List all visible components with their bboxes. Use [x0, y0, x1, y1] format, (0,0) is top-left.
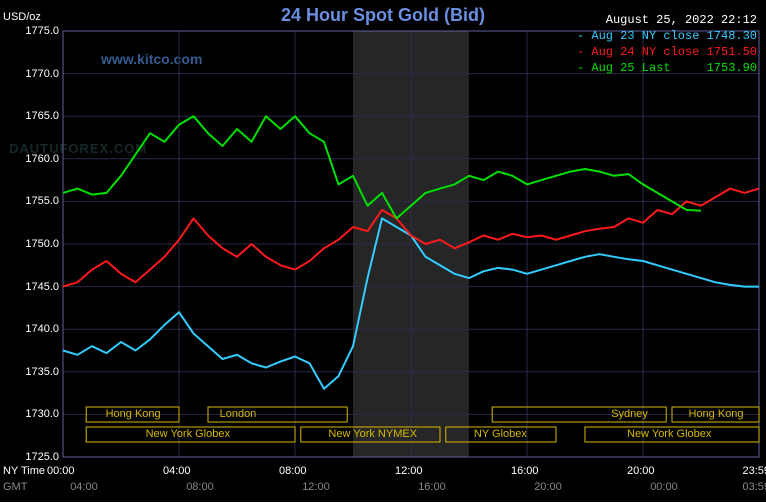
x-tick-ny: 16:00	[511, 465, 539, 477]
x-axis-gmt-label: GMT	[3, 481, 27, 493]
x-tick-gmt: 08:00	[186, 481, 214, 493]
x-tick-gmt: 16:00	[418, 481, 446, 493]
x-tick-gmt: 03:59	[743, 481, 766, 493]
market-session-label: London	[220, 408, 257, 420]
y-tick-label: 1740.0	[15, 323, 59, 335]
x-tick-gmt: 00:00	[650, 481, 678, 493]
market-session-label: New York Globex	[146, 428, 230, 440]
legend-entry: - Aug 23 NY close 1748.30	[577, 29, 757, 43]
y-tick-label: 1755.0	[15, 195, 59, 207]
y-tick-label: 1735.0	[15, 366, 59, 378]
y-tick-label: 1765.0	[15, 110, 59, 122]
y-tick-label: 1745.0	[15, 281, 59, 293]
y-tick-label: 1775.0	[15, 25, 59, 37]
y-tick-label: 1770.0	[15, 68, 59, 80]
market-session-label: NY Globex	[474, 428, 527, 440]
y-tick-label: 1730.0	[15, 408, 59, 420]
x-tick-ny: 00:00	[47, 465, 75, 477]
market-session-label: Hong Kong	[689, 408, 744, 420]
x-tick-gmt: 04:00	[70, 481, 98, 493]
market-session-label: New York NYMEX	[328, 428, 417, 440]
market-session-label: Sydney	[611, 408, 648, 420]
legend-entry: - Aug 25 Last 1753.90	[577, 61, 757, 75]
y-tick-label: 1760.0	[15, 153, 59, 165]
x-tick-ny: 23:59	[743, 465, 766, 477]
x-tick-ny: 08:00	[279, 465, 307, 477]
x-tick-gmt: 20:00	[534, 481, 562, 493]
x-tick-ny: 04:00	[163, 465, 191, 477]
market-session-label: Hong Kong	[106, 408, 161, 420]
x-tick-ny: 12:00	[395, 465, 423, 477]
x-tick-gmt: 12:00	[302, 481, 330, 493]
x-tick-ny: 20:00	[627, 465, 655, 477]
gold-chart-container: 24 Hour Spot Gold (Bid) August 25, 2022 …	[0, 0, 766, 502]
market-session-label: New York Globex	[627, 428, 711, 440]
x-axis-ny-label: NY Time	[3, 465, 45, 477]
y-tick-label: 1750.0	[15, 238, 59, 250]
y-tick-label: 1725.0	[15, 451, 59, 463]
legend-entry: - Aug 24 NY close 1751.50	[577, 45, 757, 59]
